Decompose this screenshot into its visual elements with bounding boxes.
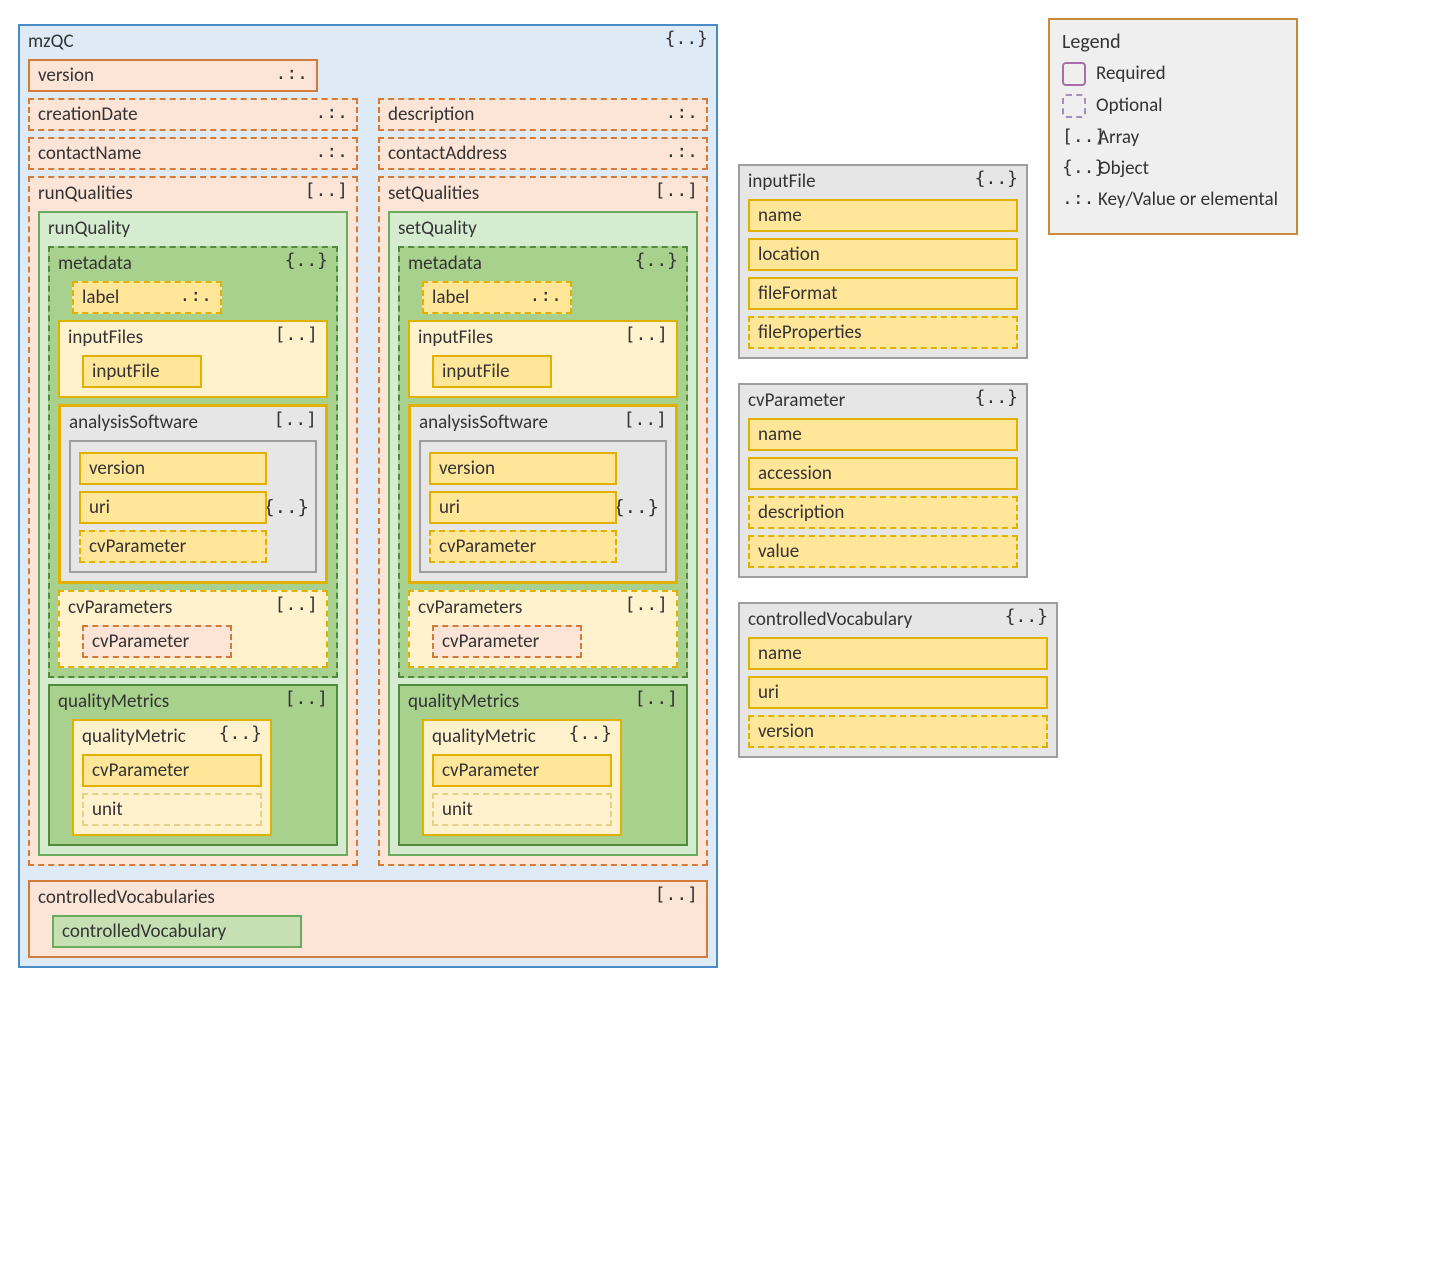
contactname-field: contactName .:. bbox=[28, 137, 358, 170]
run-metadata-box: metadata {..} label .:. inputFiles [..] bbox=[48, 246, 338, 678]
run-qualitymetrics-box: qualityMetrics [..] qualityMetric {..} c… bbox=[48, 684, 338, 846]
run-as-version: version bbox=[79, 452, 267, 485]
set-analysissoftware-box: analysisSoftware [..] {..} version uri c… bbox=[408, 404, 678, 584]
set-cvparam-field: cvParameter bbox=[432, 625, 582, 658]
cvparameter-sidebox: cvParameter {..} name accession descript… bbox=[738, 383, 1028, 578]
run-as-uri: uri bbox=[79, 491, 267, 524]
set-as-version: version bbox=[429, 452, 617, 485]
side-column: inputFile {..} name location fileFormat … bbox=[738, 158, 1028, 758]
if-name: name bbox=[748, 199, 1018, 232]
version-field: version .:. bbox=[28, 59, 318, 92]
if-fileproperties: fileProperties bbox=[748, 316, 1018, 349]
cv-name: name bbox=[748, 418, 1018, 451]
inputfile-sidebox: inputFile {..} name location fileFormat … bbox=[738, 164, 1028, 359]
legend-box: Legend Required Optional [..] Array {..}… bbox=[1048, 18, 1298, 235]
cv-accession: accession bbox=[748, 457, 1018, 490]
set-cvparameters-box: cvParameters [..] cvParameter bbox=[408, 590, 678, 668]
run-cvparameters-box: cvParameters [..] cvParameter bbox=[58, 590, 328, 668]
cvb-uri: uri bbox=[748, 676, 1048, 709]
if-location: location bbox=[748, 238, 1018, 271]
set-metadata-box: metadata {..} label .:. inputFiles [..] bbox=[398, 246, 688, 678]
cv-value: value bbox=[748, 535, 1018, 568]
contactaddress-field: contactAddress .:. bbox=[378, 137, 708, 170]
run-as-cv: cvParameter bbox=[79, 530, 267, 563]
run-as-inner: {..} version uri cvParameter bbox=[69, 440, 317, 573]
creationdate-field: creationDate .:. bbox=[28, 98, 358, 131]
set-qm-cv: cvParameter bbox=[432, 754, 612, 787]
legend-object: {..} Object bbox=[1062, 157, 1284, 180]
set-qualitymetric-box: qualityMetric {..} cvParameter unit bbox=[422, 719, 622, 836]
controlledvocabulary-field: controlledVocabulary bbox=[52, 915, 302, 948]
legend-required-swatch bbox=[1062, 62, 1086, 86]
diagram-root: mzQC {..} version .:. creationDate .:. d… bbox=[18, 18, 1418, 968]
run-inputfile-field: inputFile bbox=[82, 355, 202, 388]
set-label-field: label .:. bbox=[422, 281, 572, 314]
runqualities-box: runQualities [..] runQuality metadata {.… bbox=[28, 176, 358, 866]
mzqc-box: mzQC {..} version .:. creationDate .:. d… bbox=[18, 24, 718, 968]
controlledvocabulary-sidebox: controlledVocabulary {..} name uri versi… bbox=[738, 602, 1058, 758]
legend-title: Legend bbox=[1062, 30, 1284, 54]
setquality-box: setQuality metadata {..} label .:. input… bbox=[388, 211, 698, 856]
run-inputfiles-box: inputFiles [..] inputFile bbox=[58, 320, 328, 398]
set-qualitymetrics-box: qualityMetrics [..] qualityMetric {..} c… bbox=[398, 684, 688, 846]
if-fileformat: fileFormat bbox=[748, 277, 1018, 310]
mzqc-sym: {..} bbox=[665, 28, 708, 49]
set-as-uri: uri bbox=[429, 491, 617, 524]
set-inputfiles-box: inputFiles [..] inputFile bbox=[408, 320, 678, 398]
legend-optional: Optional bbox=[1062, 94, 1284, 118]
runquality-box: runQuality metadata {..} label .:. input… bbox=[38, 211, 348, 856]
description-field: description .:. bbox=[378, 98, 708, 131]
run-cvparam-field: cvParameter bbox=[82, 625, 232, 658]
set-qm-unit: unit bbox=[432, 793, 612, 826]
setqualities-box: setQualities [..] setQuality metadata {.… bbox=[378, 176, 708, 866]
set-as-cv: cvParameter bbox=[429, 530, 617, 563]
legend-required: Required bbox=[1062, 62, 1284, 86]
run-label-field: label .:. bbox=[72, 281, 222, 314]
cv-description: description bbox=[748, 496, 1018, 529]
controlledvocabularies-box: controlledVocabularies [..] controlledVo… bbox=[28, 880, 708, 958]
cvb-name: name bbox=[748, 637, 1048, 670]
run-qm-unit: unit bbox=[82, 793, 262, 826]
run-qm-cv: cvParameter bbox=[82, 754, 262, 787]
legend-kv: .:. Key/Value or elemental bbox=[1062, 188, 1284, 211]
run-analysissoftware-box: analysisSoftware [..] {..} version uri c… bbox=[58, 404, 328, 584]
cvb-version: version bbox=[748, 715, 1048, 748]
legend-optional-swatch bbox=[1062, 94, 1086, 118]
main-column: mzQC {..} version .:. creationDate .:. d… bbox=[18, 18, 718, 968]
set-as-inner: {..} version uri cvParameter bbox=[419, 440, 667, 573]
legend-column: Legend Required Optional [..] Array {..}… bbox=[1048, 18, 1298, 235]
legend-array: [..] Array bbox=[1062, 126, 1284, 149]
mzqc-title: mzQC bbox=[28, 30, 708, 53]
set-inputfile-field: inputFile bbox=[432, 355, 552, 388]
run-qualitymetric-box: qualityMetric {..} cvParameter unit bbox=[72, 719, 272, 836]
